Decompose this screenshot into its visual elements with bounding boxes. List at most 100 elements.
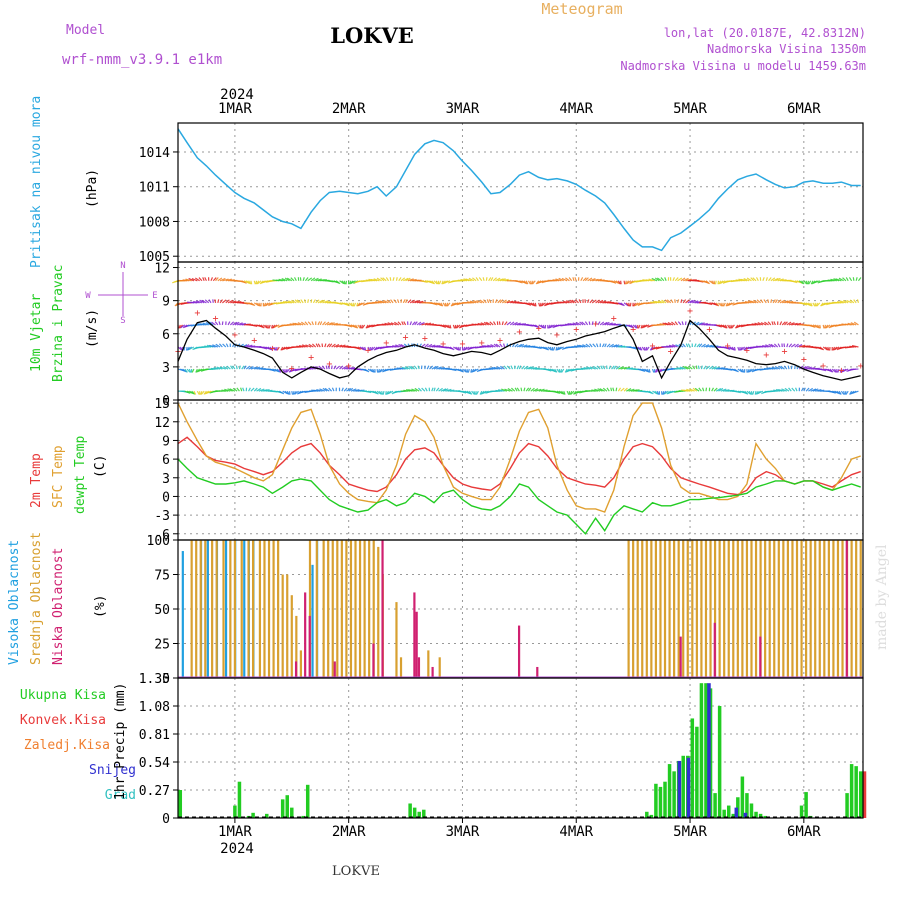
wind-arrow (762, 277, 765, 281)
wind-arrow (787, 365, 790, 370)
wind-arrow (480, 390, 485, 395)
wind-arrow (343, 387, 348, 392)
wind-arrow (570, 390, 575, 395)
wind-arrow (304, 299, 307, 303)
wind-arrow (426, 343, 433, 348)
wind-arrow (579, 344, 586, 348)
wind-arrow (370, 278, 378, 282)
wind-arrow (851, 344, 859, 348)
wind-arrow (635, 302, 641, 307)
wind-arrow (713, 302, 719, 307)
wind-arrow (713, 387, 718, 392)
precip-bar (713, 793, 717, 818)
wind-arrow (408, 389, 415, 392)
wind-arrow (339, 365, 344, 370)
wind-arrow (346, 387, 352, 392)
cloud-bar (786, 540, 790, 678)
wind-arrow (535, 280, 540, 285)
wind-arrow (689, 388, 695, 392)
wind-arrow (643, 324, 650, 328)
cloud-bar (773, 540, 776, 678)
wind-arrow (267, 346, 273, 351)
wind-arrow (846, 299, 852, 304)
wind-arrow (645, 346, 648, 351)
wind-arrow (739, 368, 744, 373)
top-day-label: 2MAR (332, 101, 366, 117)
wind-arrow (485, 277, 488, 281)
wind-arrow (405, 277, 411, 282)
wind-arrow (701, 322, 708, 326)
wind-arrow (833, 278, 840, 282)
cloud-bar (754, 540, 758, 678)
wind-arrow (623, 366, 631, 370)
panels: 1005 1008 1011 1014 0 3 6 9 12 + + + + + + + + + + + + + + + + + +… (139, 122, 867, 827)
wind-arrow (831, 368, 836, 373)
wind-arrow (198, 368, 205, 372)
wind-arrow (343, 366, 350, 370)
wind-arrow (245, 365, 251, 370)
wind-arrow (209, 321, 214, 326)
wind-arrow (617, 280, 621, 285)
wind-arrow (589, 278, 596, 282)
wind-arrow (331, 343, 336, 348)
precip-bar (758, 813, 763, 818)
wind-arrow (561, 368, 565, 373)
wind-arrow (225, 343, 229, 348)
wind-arrow (317, 299, 324, 304)
wind-arrow (580, 277, 584, 282)
wind-arrow (281, 346, 286, 351)
wind-arrow (720, 388, 727, 392)
cloud-bar (818, 540, 821, 678)
wind-arrow (535, 388, 542, 392)
cloud-bar (759, 636, 762, 678)
wind-arrow (749, 368, 755, 373)
wind-arrow (815, 302, 819, 307)
wind-arrow (689, 299, 696, 304)
wind-arrow (521, 344, 528, 348)
precip-bar (763, 815, 767, 818)
wind-arrow (666, 345, 674, 348)
wind-arrow (836, 390, 841, 395)
wind-arrow (186, 368, 191, 373)
wind-arrow (215, 343, 221, 348)
wind-arrow (589, 299, 594, 304)
wind-arrow (615, 365, 621, 370)
wind-arrow (248, 387, 251, 392)
wind-arrow (316, 388, 323, 392)
top-day-label: 4MAR (559, 101, 593, 117)
wind-arrow (373, 278, 380, 282)
cloud-unit: (%) (93, 595, 108, 618)
wind-arrow (365, 279, 373, 282)
wind-arrow (506, 365, 511, 370)
wind-arrow (407, 299, 412, 304)
wind-arrow (307, 299, 310, 303)
wind-arrow (506, 300, 514, 304)
wind-arrow (602, 321, 608, 326)
cloud-bar (331, 540, 334, 678)
wind-arrow (274, 368, 280, 373)
wind-arrow (449, 368, 457, 372)
wind-arrow (433, 387, 436, 392)
year-bottom: 2024 (220, 841, 254, 857)
wind-arrow (499, 278, 506, 282)
wind-arrow (291, 299, 297, 304)
cloud-bar (431, 666, 434, 678)
wind-arrow (401, 321, 404, 326)
wind-arrow (232, 321, 238, 326)
precip-legend-item: Konvek.Kisa (20, 713, 106, 728)
wind-arrow (384, 322, 391, 326)
precip-bar (672, 771, 676, 818)
wind-arrow (202, 277, 205, 282)
wind-arrow (551, 368, 557, 373)
wind-arrow (530, 366, 538, 370)
wind-arrow (400, 277, 406, 282)
wind-arrow (293, 390, 297, 395)
wind-arrow (229, 388, 236, 392)
wind-arrow (700, 365, 703, 370)
wind-arrow (250, 302, 256, 307)
wind-arrow (381, 323, 389, 326)
wind-arrow (356, 302, 359, 307)
wind-arrow (498, 389, 505, 392)
wind-arrow (286, 390, 290, 395)
wind-arrow (838, 277, 844, 282)
